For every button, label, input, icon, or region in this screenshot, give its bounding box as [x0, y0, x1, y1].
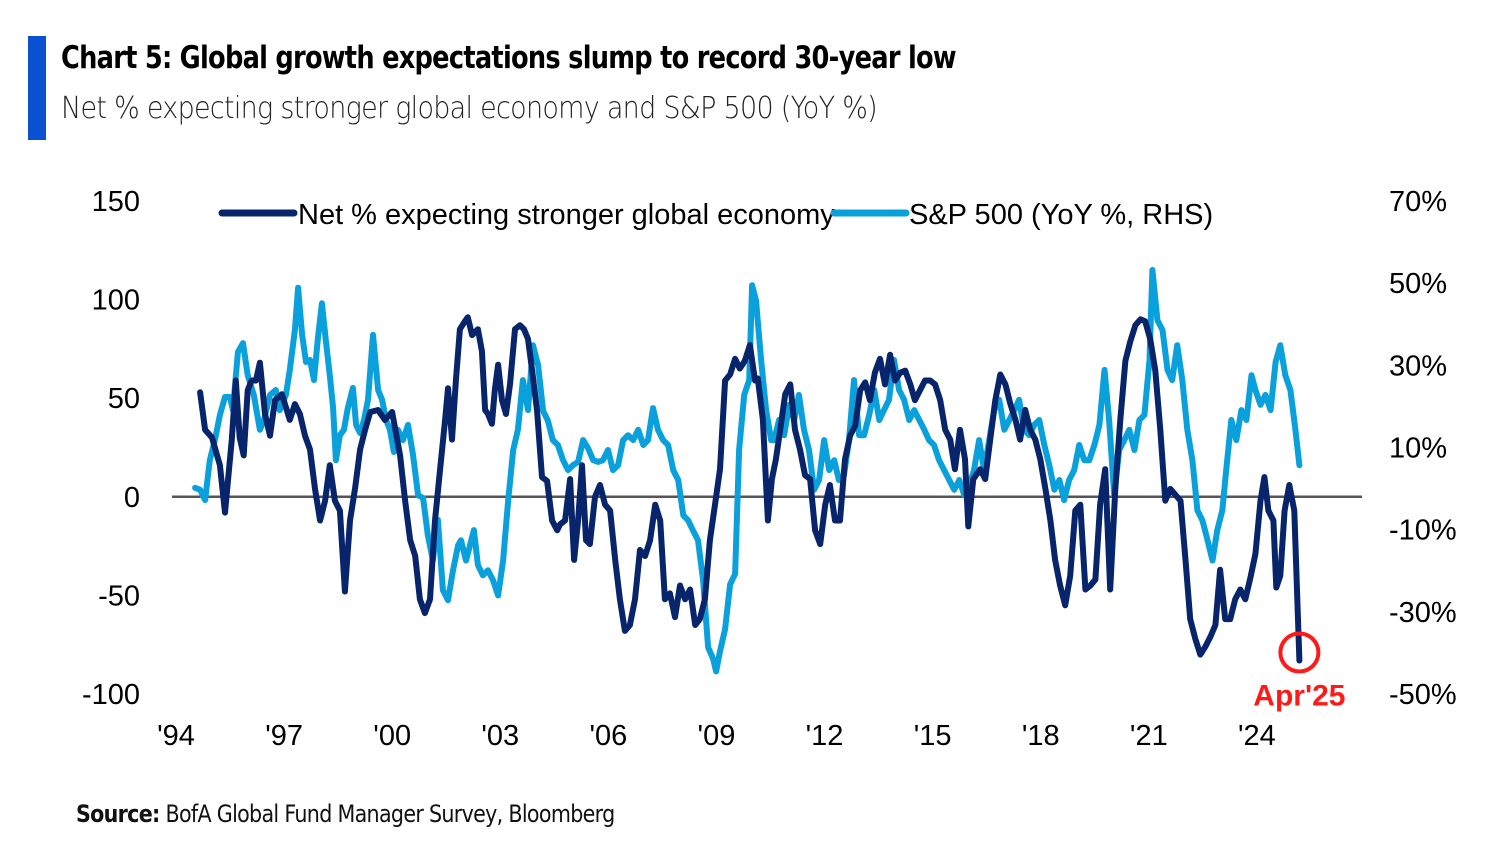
x-tick-label: '97 [265, 720, 303, 752]
series-line-net-pct [197, 314, 1303, 664]
source-note: Source: BofA Global Fund Manager Survey,… [76, 800, 615, 828]
x-tick-label: '94 [157, 720, 195, 752]
x-tick-label: '18 [1022, 720, 1060, 752]
apr25-label: Apr'25 [1253, 679, 1345, 712]
x-tick-label: '06 [589, 720, 627, 752]
y-right-tick-label: 30% [1389, 350, 1447, 382]
y-left-tick-label: -100 [82, 679, 140, 711]
series-layer [192, 267, 1303, 675]
y-left-tick-label: 150 [92, 186, 140, 218]
apr25-highlight-circle [1278, 631, 1321, 674]
legend-label-net-pct: Net % expecting stronger global economy [298, 199, 835, 231]
y-left-tick-label: 100 [92, 285, 140, 317]
y-right-tick-label: 10% [1389, 433, 1447, 465]
x-tick-label: '00 [373, 720, 411, 752]
x-tick-label: '03 [481, 720, 519, 752]
y-right-tick-label: 70% [1389, 186, 1447, 218]
y-left-tick-label: -50 [98, 580, 140, 612]
y-right-tick-label: -50% [1389, 679, 1457, 711]
y-right-tick-label: -10% [1389, 515, 1457, 547]
source-text: BofA Global Fund Manager Survey, Bloombe… [159, 800, 615, 828]
apr25-annotation: Apr'25 [1253, 631, 1345, 712]
title-accent-bar [28, 36, 46, 140]
y-left-tick-label: 0 [124, 482, 140, 514]
source-label: Source: [76, 800, 160, 828]
y-right-tick-label: -30% [1389, 597, 1457, 629]
x-tick-label: '21 [1130, 720, 1168, 752]
y-left-tick-label: 50 [108, 383, 140, 415]
y-axis-left: 150 100 50 0 -50 -100 [82, 186, 140, 711]
y-right-tick-label: 50% [1389, 268, 1447, 300]
legend-label-sp500: S&P 500 (YoY %, RHS) [909, 199, 1213, 231]
y-axis-right: 70% 50% 30% 10% -10% -30% -50% [1389, 186, 1457, 711]
chart-subtitle: Net % expecting stronger global economy … [61, 91, 878, 126]
x-tick-label: '12 [806, 720, 844, 752]
x-tick-label: '15 [914, 720, 952, 752]
chart-title: Chart 5: Global growth expectations slum… [61, 40, 957, 76]
legend: Net % expecting stronger global economy … [218, 199, 1213, 231]
x-tick-label: '24 [1238, 720, 1276, 752]
series-line-sp500 [192, 267, 1303, 675]
x-tick-label: '09 [698, 720, 736, 752]
x-axis: '94 '97 '00 '03 '06 '09 '12 '15 '18 '21 '24 [157, 720, 1276, 752]
